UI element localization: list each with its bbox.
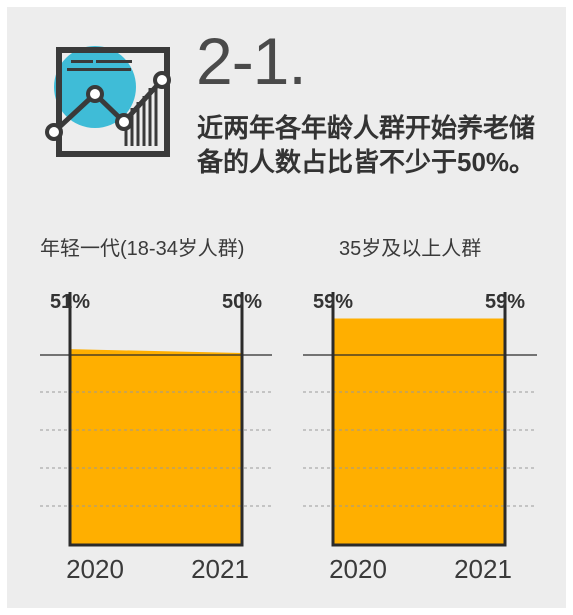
chart-icon	[45, 46, 171, 157]
data-label-35plus-0: 59%	[313, 291, 353, 313]
x-tick-35plus-1: 2021	[454, 554, 512, 584]
data-label-young-1: 50%	[222, 291, 262, 313]
headline-line-2: 备的人数占比皆不少于50%。	[197, 147, 536, 177]
x-tick-young-0: 2020	[66, 554, 124, 584]
area-young	[70, 349, 242, 545]
section-number: 2-1.	[196, 24, 307, 98]
data-label-young-0: 51%	[50, 291, 90, 313]
area-35plus	[333, 318, 505, 545]
chart-title-35plus: 35岁及以上人群	[339, 238, 482, 260]
headline-line-1: 近两年各年龄人群开始养老储	[197, 113, 536, 143]
x-tick-35plus-0: 2020	[329, 554, 387, 584]
headline: 近两年各年龄人群开始养老储 备的人数占比皆不少于50%。	[197, 111, 557, 179]
data-label-35plus-1: 59%	[485, 291, 525, 313]
chart-title-young: 年轻一代(18-34岁人群)	[40, 238, 245, 260]
x-tick-young-1: 2021	[191, 554, 249, 584]
